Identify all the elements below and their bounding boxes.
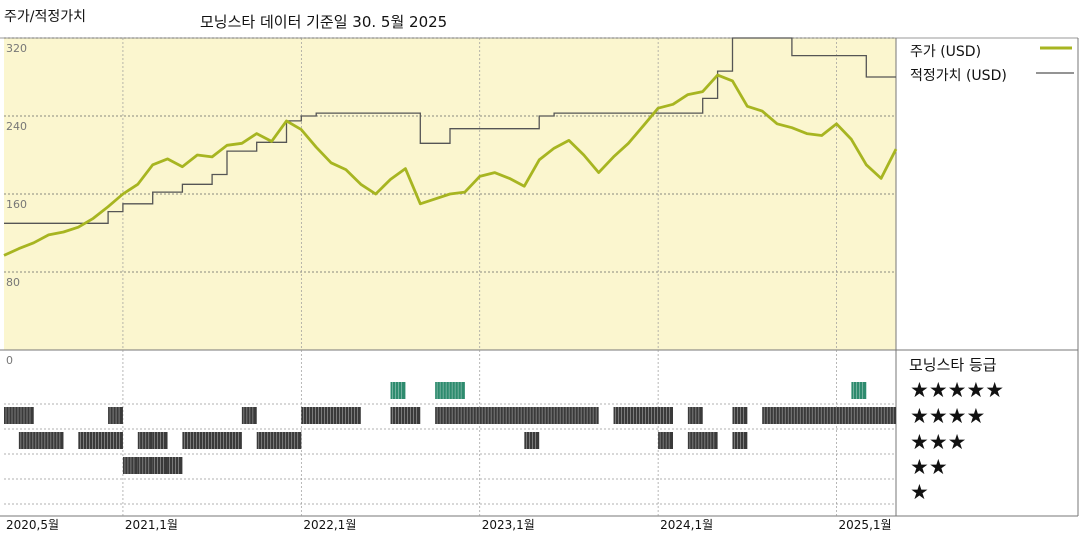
rating-segment	[241, 407, 257, 424]
rating-segment	[390, 382, 406, 399]
y-tick-label: 240	[6, 120, 27, 133]
y-tick-label: 80	[6, 276, 20, 289]
x-tick-label: 2021,1월	[125, 518, 178, 532]
rating-segment	[851, 382, 867, 399]
rating-segment	[152, 457, 168, 474]
rating-segment	[435, 407, 599, 424]
rating-segment	[687, 432, 718, 449]
rating-segment	[167, 457, 183, 474]
rating-segment-fill	[390, 407, 421, 424]
chart-title: 주가/적정가치	[4, 9, 86, 25]
y-tick-label: 320	[6, 42, 27, 55]
rating-segment-fill	[613, 407, 673, 424]
rating-row-3-stars: ★★★	[910, 430, 967, 454]
rating-segment	[732, 407, 748, 424]
rating-segment	[137, 432, 153, 449]
rating-segment	[658, 432, 673, 449]
rating-segment	[152, 432, 168, 449]
x-tick-label: 2022,1월	[303, 518, 356, 532]
legend-price-label: 주가 (USD)	[910, 44, 982, 60]
rating-segment	[390, 407, 421, 424]
rating-segment	[762, 407, 896, 424]
rating-row-1-stars: ★	[910, 480, 929, 504]
rating-segment	[687, 407, 703, 424]
rating-segment	[122, 457, 138, 474]
y-tick-label: 0	[6, 354, 13, 367]
rating-segment	[18, 432, 64, 449]
rating-segment	[4, 407, 34, 424]
rating-segment-fill	[762, 407, 896, 424]
x-tick-label: 2020,5월	[6, 518, 59, 532]
rating-segment	[137, 457, 153, 474]
rating-segment-fill	[687, 432, 718, 449]
rating-row-5-stars: ★★★★★	[910, 378, 1005, 402]
rating-segment-fill	[182, 432, 242, 449]
rating-segment	[435, 382, 465, 399]
rating-segment	[108, 407, 123, 424]
price-series-line	[3, 73, 898, 257]
rating-segment-fill	[435, 407, 599, 424]
rating-segment	[256, 432, 302, 449]
rating-segment-fill	[301, 407, 361, 424]
data-date-subtitle: 모닝스타 데이터 기준일 30. 5월 2025	[200, 13, 448, 31]
rating-segment-fill	[435, 382, 465, 399]
legend-fair-value-label: 적정가치 (USD)	[910, 68, 1007, 84]
y-tick-label: 160	[6, 198, 27, 211]
rating-row-4-stars: ★★★★	[910, 404, 986, 428]
rating-segment	[301, 407, 361, 424]
x-tick-label: 2024,1월	[660, 518, 713, 532]
rating-panel-title: 모닝스타 등급	[909, 356, 997, 374]
rating-segment	[613, 407, 673, 424]
rating-segment	[524, 432, 540, 449]
rating-segment	[182, 432, 242, 449]
fair-value-series-line	[4, 37, 896, 224]
x-tick-label: 2023,1월	[482, 518, 535, 532]
x-tick-label: 2025,1월	[839, 518, 892, 532]
rating-segment-fill	[4, 407, 34, 424]
rating-segment	[732, 432, 748, 449]
rating-segment	[78, 432, 123, 449]
rating-row-2-stars: ★★	[910, 455, 948, 479]
